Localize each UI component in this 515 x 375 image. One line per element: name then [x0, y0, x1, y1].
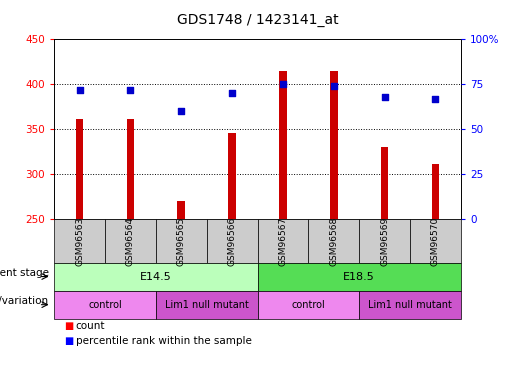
- Point: [126, 87, 134, 93]
- Text: Lim1 null mutant: Lim1 null mutant: [165, 300, 249, 310]
- Bar: [127, 118, 134, 219]
- Text: ■: ■: [64, 321, 74, 331]
- Bar: [228, 133, 236, 219]
- Bar: [76, 118, 83, 219]
- Text: GSM96566: GSM96566: [228, 216, 236, 266]
- Text: GSM96565: GSM96565: [177, 216, 186, 266]
- Point: [279, 81, 287, 87]
- Text: GSM96570: GSM96570: [431, 216, 440, 266]
- Point: [381, 94, 389, 100]
- Text: genotype/variation: genotype/variation: [0, 296, 49, 306]
- Text: GDS1748 / 1423141_at: GDS1748 / 1423141_at: [177, 13, 338, 27]
- Point: [330, 83, 338, 89]
- Text: development stage: development stage: [0, 268, 49, 278]
- Point: [432, 96, 440, 102]
- Text: count: count: [76, 321, 105, 331]
- Bar: [432, 165, 439, 219]
- Text: GSM96563: GSM96563: [75, 216, 84, 266]
- Text: ■: ■: [64, 336, 74, 346]
- Bar: [381, 147, 388, 219]
- Text: Lim1 null mutant: Lim1 null mutant: [368, 300, 452, 310]
- Text: control: control: [88, 300, 122, 310]
- Bar: [279, 71, 287, 219]
- Text: E18.5: E18.5: [344, 272, 375, 282]
- Text: percentile rank within the sample: percentile rank within the sample: [76, 336, 252, 346]
- Text: control: control: [291, 300, 325, 310]
- Text: GSM96568: GSM96568: [329, 216, 338, 266]
- Point: [75, 87, 83, 93]
- Bar: [177, 201, 185, 219]
- Text: GSM96569: GSM96569: [380, 216, 389, 266]
- Bar: [330, 71, 338, 219]
- Point: [228, 90, 236, 96]
- Text: E14.5: E14.5: [140, 272, 171, 282]
- Point: [177, 108, 185, 114]
- Text: GSM96564: GSM96564: [126, 216, 135, 266]
- Text: GSM96567: GSM96567: [279, 216, 287, 266]
